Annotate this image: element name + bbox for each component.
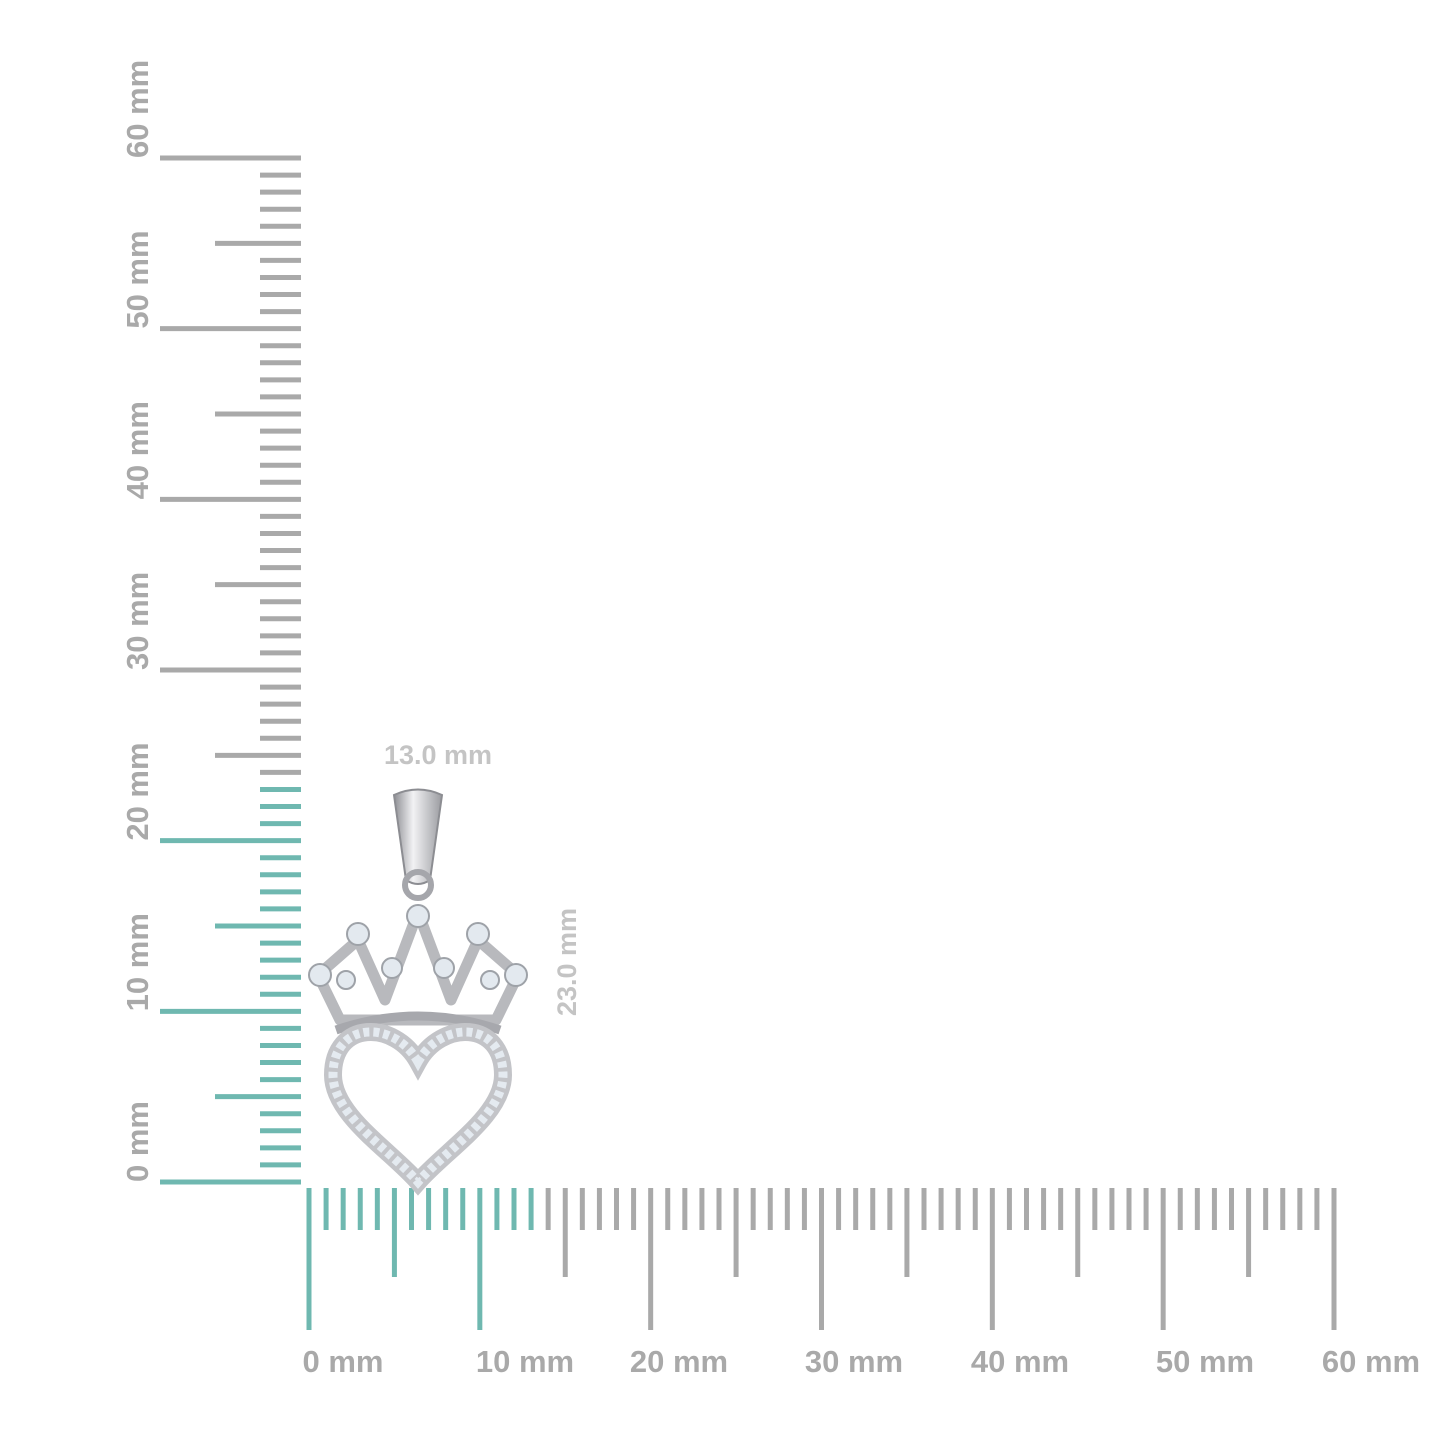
gemstone-icon (308, 963, 332, 987)
horizontal-ruler-label: 50 mm (1156, 1344, 1254, 1379)
gemstone-icon (381, 957, 403, 979)
gemstone-icon (466, 922, 490, 946)
horizontal-ruler (306, 1188, 1337, 1330)
vertical-ruler-label: 40 mm (120, 401, 155, 499)
vertical-ruler-label: 50 mm (120, 230, 155, 328)
gemstone-icon (504, 963, 528, 987)
gemstone-icon (480, 970, 500, 990)
horizontal-ruler-label: 0 mm (303, 1344, 384, 1379)
vertical-ruler-label: 0 mm (120, 1101, 155, 1182)
height-dimension-label: 23.0 mm (552, 908, 582, 1016)
horizontal-ruler-label: 40 mm (971, 1344, 1069, 1379)
horizontal-ruler-label: 30 mm (805, 1344, 903, 1379)
gemstone-icon (346, 922, 370, 946)
horizontal-ruler-label: 20 mm (630, 1344, 728, 1379)
horizontal-ruler-label: 10 mm (476, 1344, 574, 1379)
gemstone-icon (336, 970, 356, 990)
crown-heart-pendant-icon (308, 788, 528, 1196)
vertical-ruler-label: 10 mm (120, 913, 155, 1011)
vertical-ruler-labels: 0 mm 10 mm 20 mm 30 mm 40 mm 50 mm 60 mm (120, 60, 155, 1182)
vertical-ruler-label: 60 mm (120, 60, 155, 158)
vertical-ruler (160, 155, 301, 1185)
horizontal-ruler-label: 60 mm (1322, 1344, 1420, 1379)
horizontal-ruler-labels: 0 mm 10 mm 20 mm 30 mm 40 mm 50 mm 60 mm (303, 1344, 1421, 1379)
vertical-ruler-label: 20 mm (120, 742, 155, 840)
vertical-ruler-label: 30 mm (120, 572, 155, 670)
gemstone-icon (406, 904, 430, 928)
gemstone-icon (433, 957, 455, 979)
width-dimension-label: 13.0 mm (384, 740, 492, 770)
